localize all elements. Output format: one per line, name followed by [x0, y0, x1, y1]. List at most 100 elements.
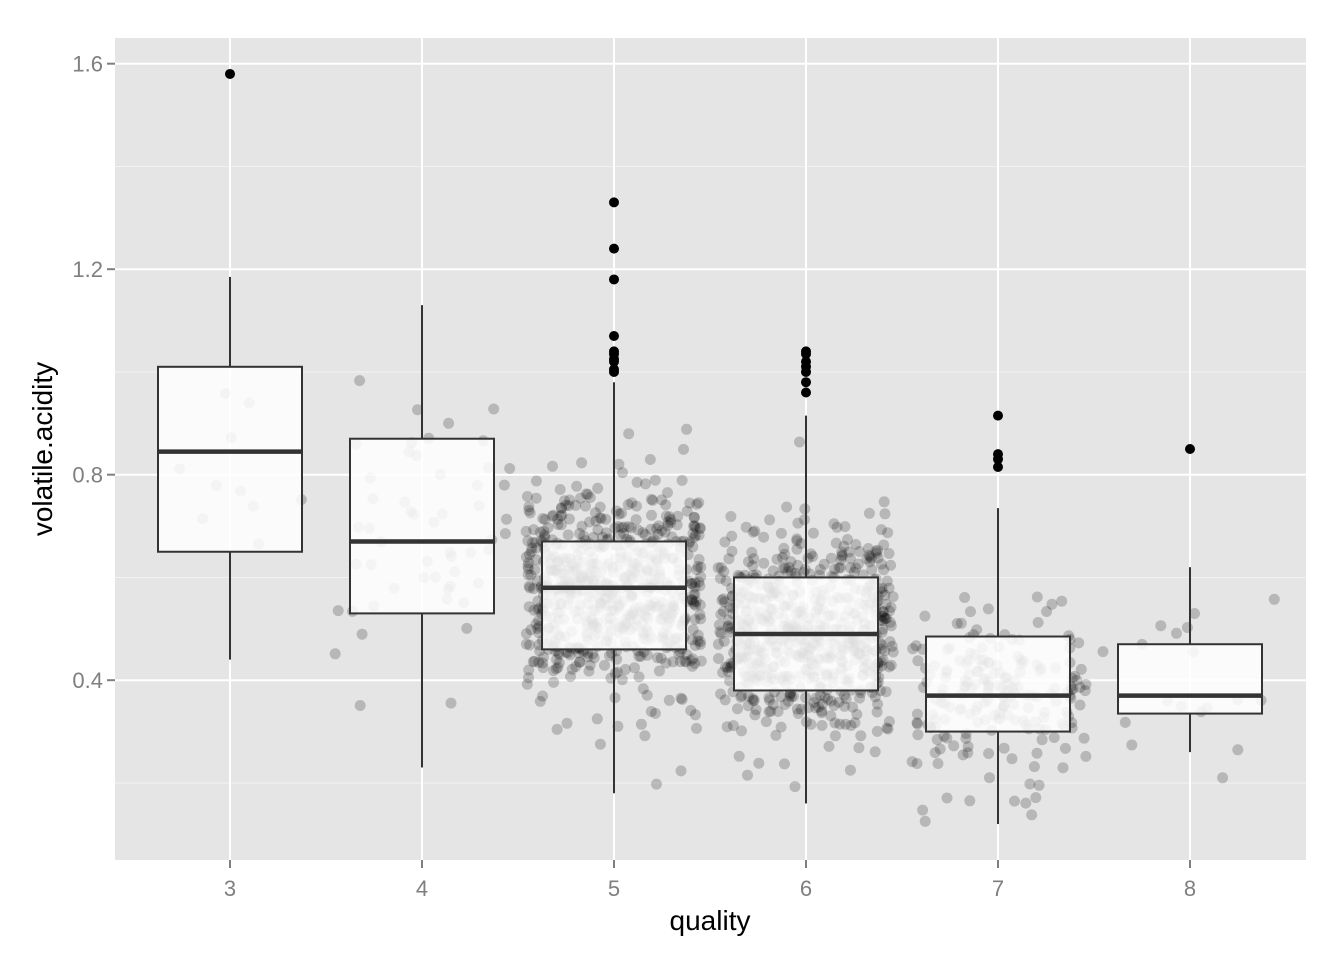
jitter-point [887, 591, 899, 603]
jitter-point [864, 551, 876, 563]
jitter-point [538, 525, 550, 537]
jitter-point [530, 492, 542, 504]
jitter-point [715, 688, 727, 700]
jitter-point [530, 537, 541, 548]
box-4 [349, 305, 495, 768]
jitter-point [831, 521, 843, 533]
jitter-point [590, 515, 602, 527]
jitter-point [629, 662, 640, 674]
jitter-point [807, 551, 819, 562]
jitter-point [1155, 620, 1167, 632]
jitter-point [882, 527, 894, 539]
jitter-point [356, 628, 368, 640]
box-iqr [157, 365, 303, 553]
jitter-point [570, 661, 582, 673]
jitter-point [779, 758, 790, 770]
jitter-point [635, 718, 647, 730]
jitter-point [691, 564, 703, 576]
jitter-point [1031, 591, 1043, 603]
jitter-point [564, 494, 576, 506]
outlier-point [801, 387, 811, 398]
jitter-point [680, 656, 692, 668]
jitter-point [881, 575, 893, 587]
jitter-point [779, 562, 791, 574]
jitter-point [917, 804, 929, 816]
jitter-point [523, 549, 535, 561]
jitter-point [542, 522, 554, 534]
jitter-point [747, 526, 759, 538]
jitter-point [694, 522, 706, 534]
jitter-point [792, 517, 804, 529]
box-iqr [349, 437, 495, 615]
jitter-point [789, 781, 801, 793]
jitter-point [931, 734, 943, 745]
jitter-point [911, 758, 923, 769]
jitter-point [715, 562, 727, 574]
jitter-point [722, 621, 734, 633]
jitter-point [807, 527, 819, 539]
grid-minor [115, 165, 1306, 784]
jitter-point [822, 693, 834, 705]
jitter-point [829, 563, 841, 575]
jitter-point [689, 614, 701, 625]
jitter-point [653, 520, 665, 532]
jitter-point [866, 553, 877, 564]
jitter-point [530, 542, 542, 554]
jitter-point [599, 659, 610, 671]
jitter-point [747, 693, 759, 705]
outlier-point [609, 330, 619, 341]
jitter-point [525, 569, 537, 581]
jitter-point [712, 562, 724, 574]
jitter-point [689, 640, 701, 651]
jitter-point [876, 643, 888, 655]
jitter-point [726, 545, 738, 557]
jitter-point [870, 545, 882, 557]
jitter-point [785, 556, 797, 568]
jitter-point [690, 595, 702, 607]
jitter-point [777, 562, 789, 574]
jitter-point [965, 606, 976, 618]
jitter-point [844, 764, 856, 776]
jitter-point [743, 690, 755, 702]
jitter-point [782, 695, 794, 707]
jitter-point [882, 723, 894, 735]
jitter-point [523, 672, 534, 684]
jitter-point [644, 454, 656, 465]
jitter-point [547, 509, 559, 521]
jitter-point [689, 658, 701, 669]
jitter-point [537, 690, 549, 702]
jitter-point [354, 700, 366, 711]
jitter-point [881, 722, 893, 734]
jitter-point [647, 494, 659, 506]
jitter-point [810, 702, 822, 714]
jitter-point [765, 705, 777, 717]
jitter-point [685, 655, 697, 667]
jitter-point [686, 634, 698, 646]
jitter-point [525, 624, 537, 636]
jitter-point [443, 417, 455, 429]
jitter-point [912, 655, 924, 667]
jitter-point [877, 606, 889, 618]
x-tick-label: 4 [416, 876, 428, 901]
jitter-point [635, 650, 647, 662]
jitter-point [1059, 742, 1071, 754]
jitter-point [587, 531, 599, 543]
jitter-point [689, 577, 701, 589]
jitter-point [776, 552, 788, 563]
x-axis-title: quality [670, 905, 751, 936]
jitter-point [665, 517, 677, 529]
y-tick-label: 1.6 [72, 52, 103, 77]
jitter-point [829, 730, 841, 742]
jitter-point [789, 567, 801, 579]
jitter-point [1031, 747, 1043, 759]
jitter-point [623, 428, 635, 440]
jitter-point [537, 662, 549, 674]
jitter-point [694, 599, 706, 611]
jitter-point [584, 659, 596, 671]
boxes [157, 276, 1263, 825]
jitter-point [576, 520, 588, 532]
jitter-point [764, 694, 776, 706]
jitter-point [626, 497, 638, 509]
jitter-point [742, 769, 753, 781]
jitter-point [929, 747, 941, 759]
